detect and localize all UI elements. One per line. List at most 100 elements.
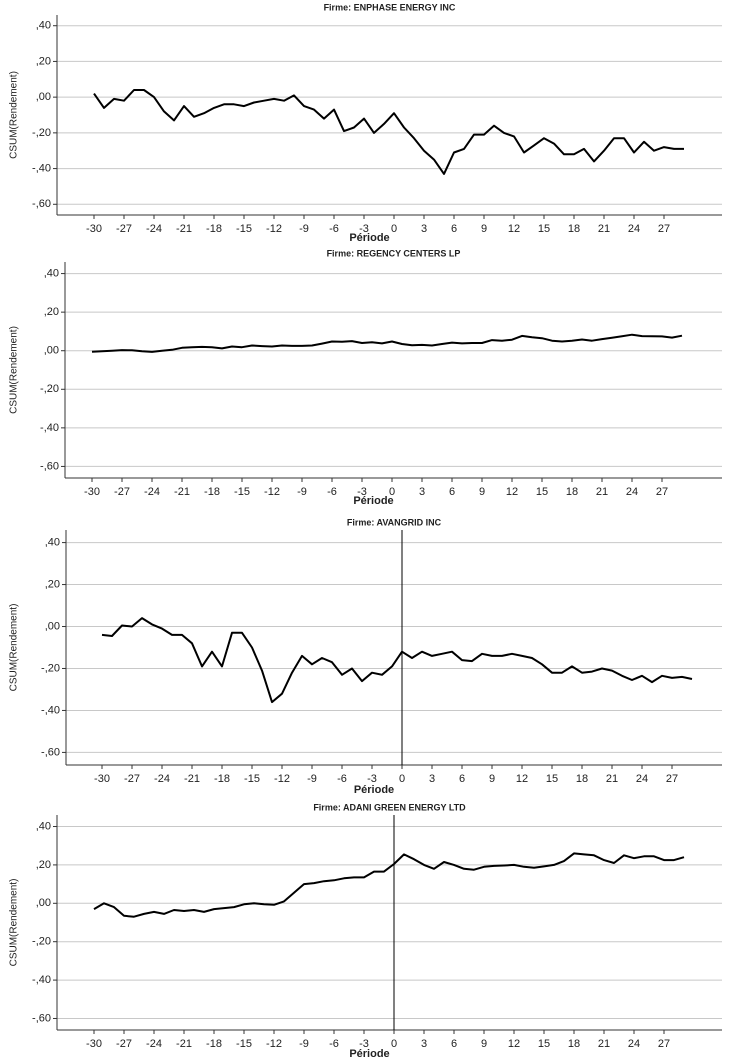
x-tick-label: 15 [538,1038,550,1050]
x-tick-label: 27 [666,773,678,785]
x-tick-label: -6 [337,773,347,785]
x-tick-label: 15 [546,773,558,785]
y-tick-label: -,60 [32,1012,51,1024]
y-tick-label: ,40 [45,536,60,548]
x-tick-label: 18 [568,1038,580,1050]
y-tick-label: ,20 [36,859,51,871]
x-tick-label: 18 [568,223,580,235]
y-tick-label: ,40 [36,820,51,832]
y-tick-label: -,40 [32,974,51,986]
y-tick-label: ,00 [45,620,60,632]
y-tick-label: -,60 [40,460,59,472]
x-tick-label: 0 [391,1038,397,1050]
x-tick-label: -30 [84,486,100,498]
x-tick-label: 9 [481,223,487,235]
x-tick-label: -27 [116,223,132,235]
x-tick-label: -3 [359,223,369,235]
chart-title: Firme: AVANGRID INC [347,517,442,527]
y-tick-label: -,20 [32,127,51,139]
x-tick-label: -30 [86,1038,102,1050]
chart-title: Firme: ENPHASE ENERGY INC [324,2,456,12]
x-tick-label: -12 [266,223,282,235]
x-tick-label: 0 [399,773,405,785]
x-tick-label: 27 [656,486,668,498]
x-tick-label: -15 [234,486,250,498]
x-tick-label: -15 [236,1038,252,1050]
x-tick-label: 21 [596,486,608,498]
series-line [93,852,685,918]
x-tick-label: -3 [359,1038,369,1050]
x-tick-label: 27 [658,223,670,235]
x-tick-label: -27 [116,1038,132,1050]
y-axis-label: CSUM(Rendement) [9,71,20,159]
x-tick-label: -12 [264,486,280,498]
x-tick-label: 24 [628,223,640,235]
x-tick-label: -9 [299,223,309,235]
x-tick-label: -15 [244,773,260,785]
x-tick-label: -18 [204,486,220,498]
x-tick-label: 12 [508,1038,520,1050]
x-tick-label: -6 [329,223,339,235]
x-tick-label: 0 [391,223,397,235]
x-tick-label: 18 [566,486,578,498]
y-tick-label: ,20 [36,55,51,67]
y-tick-label: -,40 [40,422,59,434]
x-tick-label: -3 [367,773,377,785]
y-tick-label: -,20 [41,662,60,674]
y-tick-label: ,40 [44,267,59,279]
x-tick-label: -9 [299,1038,309,1050]
x-tick-label: 27 [658,1038,670,1050]
x-tick-label: -9 [307,773,317,785]
x-tick-label: -24 [146,1038,162,1050]
x-tick-label: 9 [479,486,485,498]
y-tick-label: -,20 [40,383,59,395]
x-tick-label: -27 [124,773,140,785]
y-tick-label: ,00 [36,897,51,909]
x-tick-label: 15 [538,223,550,235]
x-tick-label: 6 [459,773,465,785]
x-tick-label: 12 [508,223,520,235]
x-tick-label: -18 [206,1038,222,1050]
x-tick-label: 3 [419,486,425,498]
y-axis-label: CSUM(Rendement) [9,326,20,414]
x-tick-label: 18 [576,773,588,785]
x-tick-label: -9 [297,486,307,498]
x-tick-label: -30 [86,223,102,235]
x-tick-label: 0 [389,486,395,498]
x-tick-label: -24 [144,486,160,498]
x-axis-label: Période [349,1048,389,1060]
y-tick-label: ,40 [36,20,51,32]
x-tick-label: -3 [357,486,367,498]
x-tick-label: -24 [146,223,162,235]
x-tick-label: 6 [449,486,455,498]
x-tick-label: -24 [154,773,170,785]
x-tick-label: -18 [214,773,230,785]
x-tick-label: 6 [451,223,457,235]
x-tick-label: -6 [329,1038,339,1050]
x-tick-label: -12 [274,773,290,785]
y-tick-label: -,60 [32,198,51,210]
x-tick-label: 9 [489,773,495,785]
x-tick-label: -21 [174,486,190,498]
series-line [101,617,693,704]
x-tick-label: 3 [421,1038,427,1050]
x-tick-label: -12 [266,1038,282,1050]
x-tick-label: -18 [206,223,222,235]
y-tick-label: ,00 [36,91,51,103]
x-tick-label: 21 [598,1038,610,1050]
x-tick-label: -15 [236,223,252,235]
x-tick-label: 9 [481,1038,487,1050]
series-line [91,333,683,353]
x-tick-label: -21 [176,223,192,235]
x-tick-label: 3 [421,223,427,235]
x-axis-label: Période [354,784,394,796]
y-axis-label: CSUM(Rendement) [9,604,20,692]
x-tick-label: 21 [606,773,618,785]
series-line [93,89,684,175]
y-tick-label: -,60 [41,746,60,758]
y-tick-label: ,20 [45,578,60,590]
x-axis-label: Période [349,232,389,244]
chart-title: Firme: REGENCY CENTERS LP [327,248,461,258]
x-tick-label: -21 [184,773,200,785]
